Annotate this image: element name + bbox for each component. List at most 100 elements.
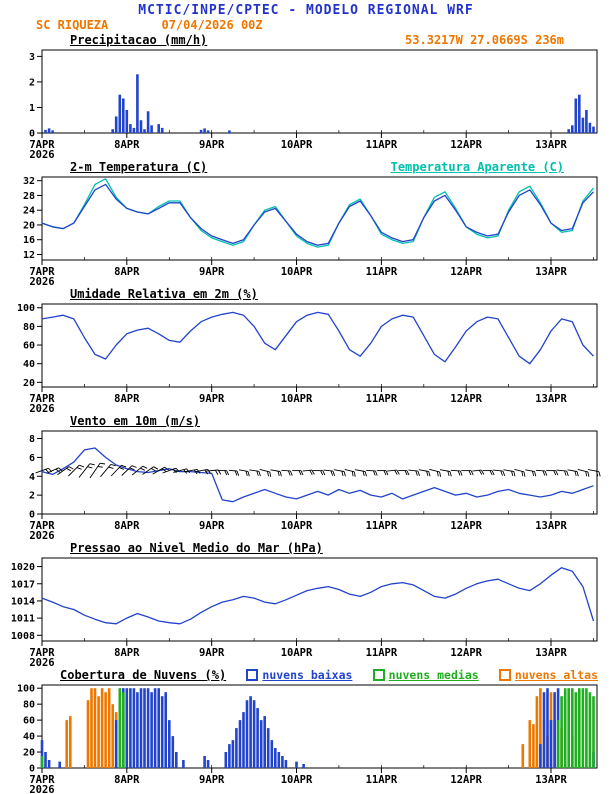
svg-text:11APR: 11APR: [366, 139, 398, 151]
legend-nuvens-baixas: nuvens baixas: [246, 668, 352, 682]
model-title-text: MCTIC/INPE/CPTEC - MODELO REGIONAL WRF: [138, 3, 474, 18]
svg-text:9APR: 9APR: [199, 774, 225, 786]
svg-text:8: 8: [29, 434, 35, 445]
panel-humidity-title: Umidade Relativa em 2m (%): [70, 287, 258, 301]
svg-text:11APR: 11APR: [366, 647, 398, 659]
svg-text:2026: 2026: [29, 530, 54, 540]
mid-clouds-legend-label: nuvens medias: [388, 668, 479, 682]
svg-text:8APR: 8APR: [114, 266, 140, 278]
svg-text:20: 20: [23, 748, 35, 759]
svg-text:11APR: 11APR: [366, 774, 398, 786]
station-label: SC RIQUEZA: [36, 18, 109, 32]
svg-text:13APR: 13APR: [535, 774, 567, 786]
svg-text:13APR: 13APR: [535, 139, 567, 151]
svg-text:7APR: 7APR: [29, 266, 55, 278]
svg-text:7APR: 7APR: [29, 520, 55, 532]
svg-text:8APR: 8APR: [114, 139, 140, 151]
svg-text:2: 2: [29, 77, 35, 88]
panel-clouds-title: Cobertura de Nuvens (%): [60, 668, 227, 682]
svg-text:12APR: 12APR: [450, 774, 482, 786]
svg-text:1008: 1008: [11, 631, 35, 642]
panel-wind-header: Vento em 10m (m/s): [0, 413, 612, 428]
svg-text:24: 24: [23, 206, 35, 217]
svg-text:1011: 1011: [11, 614, 35, 625]
svg-text:9APR: 9APR: [199, 266, 225, 278]
svg-text:8APR: 8APR: [114, 393, 140, 405]
high-clouds-legend-swatch-icon: [498, 669, 511, 681]
svg-text:16: 16: [23, 235, 35, 246]
svg-text:2026: 2026: [29, 403, 54, 413]
svg-text:100: 100: [17, 684, 35, 695]
svg-text:2026: 2026: [29, 149, 54, 159]
header-subtitle: SC RIQUEZA 07/04/2026 00Z: [0, 19, 612, 32]
run-datetime-label: 07/04/2026 00Z: [161, 18, 263, 32]
svg-text:9APR: 9APR: [199, 520, 225, 532]
low-clouds-legend-swatch-icon: [246, 669, 259, 681]
panel-pressure-header: Pressao ao Nivel Medio do Mar (hPa): [0, 540, 612, 555]
svg-text:12APR: 12APR: [450, 647, 482, 659]
svg-text:1020: 1020: [11, 562, 35, 573]
svg-text:8APR: 8APR: [114, 647, 140, 659]
svg-text:1017: 1017: [11, 579, 35, 590]
svg-text:8APR: 8APR: [114, 520, 140, 532]
svg-text:0: 0: [29, 129, 35, 140]
svg-text:10APR: 10APR: [281, 647, 313, 659]
svg-text:7APR: 7APR: [29, 139, 55, 151]
svg-text:13APR: 13APR: [535, 647, 567, 659]
svg-text:13APR: 13APR: [535, 266, 567, 278]
svg-text:7APR: 7APR: [29, 647, 55, 659]
svg-text:0: 0: [29, 764, 35, 775]
panel-clouds: Cobertura de Nuvens (%) nuvens baixas nu…: [0, 667, 612, 794]
svg-text:3: 3: [29, 52, 35, 63]
svg-text:20: 20: [23, 221, 35, 232]
svg-text:1014: 1014: [11, 596, 35, 607]
svg-text:12APR: 12APR: [450, 393, 482, 405]
svg-text:80: 80: [23, 700, 35, 711]
svg-text:12APR: 12APR: [450, 139, 482, 151]
svg-text:7APR: 7APR: [29, 393, 55, 405]
mid-clouds-legend-swatch-icon: [372, 669, 385, 681]
panel-precipitation-header: Precipitacao (mm/h) 53.3217W 27.0669S 23…: [0, 32, 612, 47]
svg-text:10APR: 10APR: [281, 393, 313, 405]
svg-text:13APR: 13APR: [535, 520, 567, 532]
apparent-temperature-label: Temperatura Aparente (C): [390, 160, 564, 174]
panel-temperature-header: 2-m Temperatura (C) Temperatura Aparente…: [0, 159, 612, 174]
panel-precipitation-title: Precipitacao (mm/h): [70, 33, 208, 47]
svg-text:8APR: 8APR: [114, 774, 140, 786]
svg-text:13APR: 13APR: [535, 393, 567, 405]
svg-text:11APR: 11APR: [366, 393, 398, 405]
svg-text:10APR: 10APR: [281, 266, 313, 278]
svg-text:20: 20: [23, 378, 35, 389]
panel-wind-title: Vento em 10m (m/s): [70, 414, 201, 428]
svg-text:60: 60: [23, 716, 35, 727]
panel-precipitation: Precipitacao (mm/h) 53.3217W 27.0669S 23…: [0, 32, 612, 159]
svg-text:2026: 2026: [29, 657, 54, 667]
svg-text:2026: 2026: [29, 784, 54, 794]
svg-text:40: 40: [23, 732, 35, 743]
panel-pressure: Pressao ao Nivel Medio do Mar (hPa) 1008…: [0, 540, 612, 667]
panel-humidity-header: Umidade Relativa em 2m (%): [0, 286, 612, 301]
svg-text:40: 40: [23, 359, 35, 370]
panel-wind: Vento em 10m (m/s) 0 2 4 6 8 7APR 2026 8APR 9APR…: [0, 413, 612, 540]
svg-text:10APR: 10APR: [281, 774, 313, 786]
svg-text:4: 4: [29, 472, 35, 483]
svg-text:10APR: 10APR: [281, 520, 313, 532]
svg-text:9APR: 9APR: [199, 647, 225, 659]
legend-nuvens-medias: nuvens medias: [372, 668, 479, 682]
svg-text:100: 100: [17, 303, 35, 314]
svg-text:9APR: 9APR: [199, 139, 225, 151]
station-coords-label: 53.3217W 27.0669S 236m: [405, 33, 564, 47]
svg-text:6: 6: [29, 453, 35, 464]
high-clouds-legend-label: nuvens altas: [514, 668, 598, 682]
low-clouds-legend-label: nuvens baixas: [262, 668, 353, 682]
svg-text:60: 60: [23, 341, 35, 352]
svg-text:32: 32: [23, 176, 35, 187]
svg-text:12: 12: [23, 250, 35, 261]
svg-text:12APR: 12APR: [450, 520, 482, 532]
